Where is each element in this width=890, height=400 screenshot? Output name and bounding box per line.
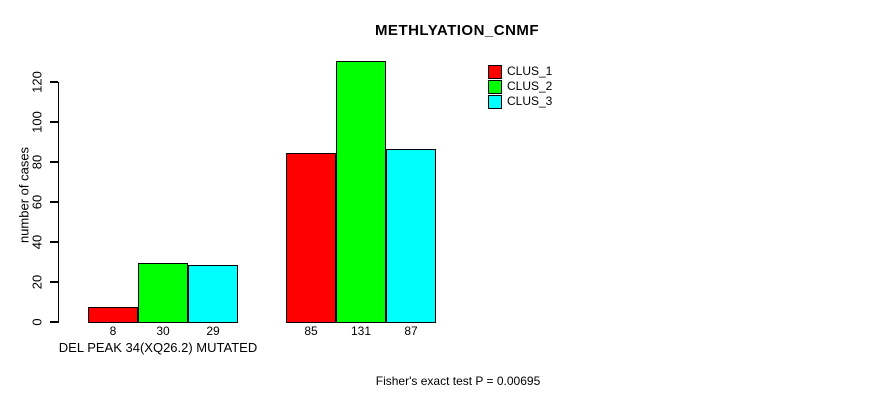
legend-item-clus_2: CLUS_2 — [488, 79, 552, 94]
legend-label: CLUS_3 — [507, 94, 553, 108]
bar-clus_1-group2 — [286, 153, 336, 323]
y-tick-mark — [50, 201, 58, 203]
bar-value-label: 30 — [156, 324, 170, 338]
y-tick-label: 80 — [29, 154, 45, 170]
legend-swatch-icon — [488, 94, 502, 109]
y-tick-mark — [50, 161, 58, 163]
y-tick-label: 100 — [29, 111, 45, 133]
bar-value-label: 29 — [206, 324, 220, 338]
y-tick-label: 20 — [29, 274, 45, 290]
fisher-test-annotation: Fisher's exact test P = 0.00695 — [375, 374, 541, 388]
y-tick-mark — [50, 121, 58, 123]
y-tick-mark — [50, 241, 58, 243]
bar-value-label: 131 — [350, 324, 372, 338]
bar-clus_3-group1 — [188, 265, 238, 323]
bar-value-label: 85 — [304, 324, 318, 338]
y-tick-mark — [50, 281, 58, 283]
bar-clus_2-group2 — [336, 61, 386, 323]
chart-title: METHLYATION_CNMF — [374, 22, 540, 39]
legend-item-clus_3: CLUS_3 — [488, 94, 552, 109]
bar-value-label: 87 — [404, 324, 418, 338]
y-tick-label: 40 — [29, 234, 45, 250]
legend-label: CLUS_1 — [507, 64, 553, 78]
bar-clus_2-group1 — [138, 263, 188, 323]
legend-label: CLUS_2 — [507, 79, 553, 93]
bar-clus_1-group1 — [88, 307, 138, 323]
legend-swatch-icon — [488, 79, 502, 94]
x-axis-group-label: DEL PEAK 34(XQ26.2) MUTATED — [58, 340, 258, 355]
y-tick-label: 60 — [29, 194, 45, 210]
bar-value-label: 8 — [109, 324, 117, 338]
bar-clus_3-group2 — [386, 149, 436, 323]
legend-item-clus_1: CLUS_1 — [488, 64, 552, 79]
y-axis-line — [57, 81, 59, 323]
y-tick-label: 120 — [29, 71, 45, 93]
legend-swatch-icon — [488, 64, 502, 79]
y-tick-mark — [50, 321, 58, 323]
y-tick-label: 0 — [29, 318, 45, 326]
y-tick-mark — [50, 81, 58, 83]
